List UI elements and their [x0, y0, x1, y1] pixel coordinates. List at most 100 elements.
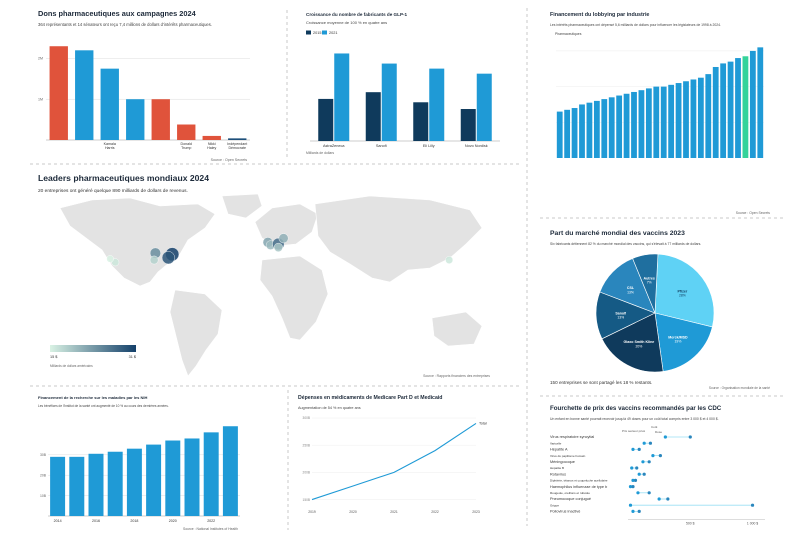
glp1-x-label: Novo Nordisk [465, 144, 488, 148]
glp1-legend-swatch-2015 [306, 30, 311, 35]
nih-y-tick: 20B [40, 473, 47, 477]
medicare-y-tick: 150B [303, 498, 310, 502]
glp1-x-label: AstraZeneca [323, 144, 345, 148]
nih-x-label: 2018 [130, 519, 138, 523]
cdc-dot-high [637, 447, 641, 451]
medicare-subtitle: Augmentation de 54 % en quatre ans [298, 406, 361, 410]
cdc-dot-high [666, 497, 670, 501]
glp1-x-label: Sanofi [376, 144, 387, 148]
vaccines-slice-label: Autres [644, 276, 655, 280]
leaders-points [106, 233, 454, 267]
lobbying-bar [683, 81, 689, 158]
lobbying-bar [690, 79, 697, 158]
nih-bar [203, 432, 219, 516]
lobbying-bar [586, 102, 593, 158]
glp1-title: Croissance du nombre de fabricants de GL… [306, 12, 408, 17]
cdc-dot-low [630, 466, 634, 470]
medicare-x-label: 2019 [308, 510, 316, 514]
cdc-row-label: Diphtérie, tétanos et coqueluche acellul… [550, 479, 608, 483]
nih-source: Source : National Institutes of Health [183, 527, 238, 531]
cdc-title: Fourchette de prix des vaccins recommand… [550, 405, 722, 412]
cdc-row-label: Grippe [550, 503, 559, 507]
lobbying-bar [675, 83, 682, 158]
medicare-end-label: Total [479, 421, 487, 425]
donations-bar [202, 135, 221, 140]
donations-x-label: Indépendant Démocrate [227, 142, 247, 150]
cdc-dot-high [647, 460, 651, 464]
donations-y-tick: 2M [38, 57, 43, 61]
glp1-bar-2021 [429, 68, 445, 141]
glp1-bar-2021 [476, 73, 492, 141]
nih-bar [146, 444, 162, 516]
cdc-dot-low [631, 509, 635, 513]
vaccines-title: Part du marché mondial des vaccins 2023 [550, 230, 685, 237]
cdc-legend-cost: Coût [651, 425, 658, 429]
leaders-point [149, 255, 159, 265]
lobbying-bar [645, 88, 652, 158]
nih-bar [222, 426, 238, 516]
lobbying-bar [735, 58, 741, 158]
vaccines-slice [654, 253, 715, 328]
donations-x-label: Kamala Harris [104, 142, 116, 150]
lobbying-bar [638, 90, 645, 158]
vaccines-slice [601, 312, 664, 373]
north-america-shape [59, 197, 216, 287]
donations-y-tick: 1M [38, 97, 43, 101]
vaccines-slice-label: Pfizer [678, 290, 688, 294]
donations-bar [100, 68, 119, 140]
vaccines-slice-label: Glaxo Smith Kline [624, 340, 655, 344]
cdc-dot-low [663, 435, 667, 439]
greenland-shape [221, 193, 263, 219]
cdc-dot-high [648, 441, 653, 445]
nih-bar [50, 456, 66, 516]
vaccines-footer: 150 entreprises se sont partagé les 18 %… [550, 380, 652, 385]
vaccines-slice [654, 312, 713, 372]
cdc-dot-high [647, 491, 651, 495]
cdc-dot-low [631, 478, 635, 482]
south-america-shape [169, 289, 223, 377]
cdc-subtitle: Un enfant en bonne santé pourrait recevo… [550, 417, 719, 421]
asia-shape [314, 195, 483, 283]
cdc-dot-high [635, 466, 639, 470]
cdc-row-label: Haemophilus influenzae de type b [550, 485, 607, 489]
leaders-legend-note: Milliards de dollars américains [50, 364, 93, 368]
lobbying-bar [749, 50, 756, 158]
leaders-point [445, 256, 454, 264]
lobbying-bar [720, 63, 727, 158]
lobbying-bar [616, 95, 623, 158]
donations-source: Source : Open Secrets [211, 158, 248, 162]
medicare-x-label: 2021 [390, 510, 398, 514]
vaccines-slice-pct: 7% [647, 280, 652, 284]
leaders-title: Leaders pharmaceutiques mondiaux 2024 [38, 173, 209, 183]
cdc-dot-low [636, 491, 640, 495]
leaders-source: Source : Rapports financiers des entrepr… [423, 374, 490, 378]
cdc-dot-low [657, 497, 661, 501]
cdc-row-label: Virus respiratoire syncytial [550, 435, 594, 439]
cdc-dot-high [637, 509, 641, 513]
lobbying-bar [742, 56, 749, 158]
cdc-dot-low [628, 503, 633, 507]
vaccines-panel: Part du marché mondial des vaccins 2023 … [550, 230, 770, 390]
lobbying-bar [556, 111, 563, 158]
medicare-plot: 300B 250B 200B 150B 2019 2020 2021 2022 2023 Tota… [303, 416, 487, 514]
donations-bar [126, 99, 145, 140]
cdc-dot-low [651, 454, 655, 458]
vaccines-slice-pct: 13% [627, 290, 634, 294]
glp1-plot: AstraZeneca Sanofi Eli Lilly Novo Nordisk [306, 30, 500, 148]
medicare-y-tick: 300B [303, 416, 310, 420]
donations-panel: Dons pharmaceutiques aux campagnes 2024 … [38, 9, 250, 162]
lobbying-bar [571, 108, 578, 158]
leaders-point [278, 233, 289, 244]
nih-title: Financement de la recherche sur les mala… [38, 395, 147, 400]
lobbying-highlight-label: Pharmaceutiques [555, 32, 582, 36]
donations-bar [75, 50, 94, 140]
donations-x-label: Donald Trump [181, 142, 192, 150]
glp1-bar-2015 [413, 102, 429, 141]
lobbying-bar [660, 86, 667, 158]
donations-bar [49, 46, 68, 140]
cdc-dot-low [641, 460, 645, 464]
vaccines-source: Source : Organisation mondiale de la san… [709, 386, 770, 390]
glp1-bar-2021 [334, 53, 350, 141]
